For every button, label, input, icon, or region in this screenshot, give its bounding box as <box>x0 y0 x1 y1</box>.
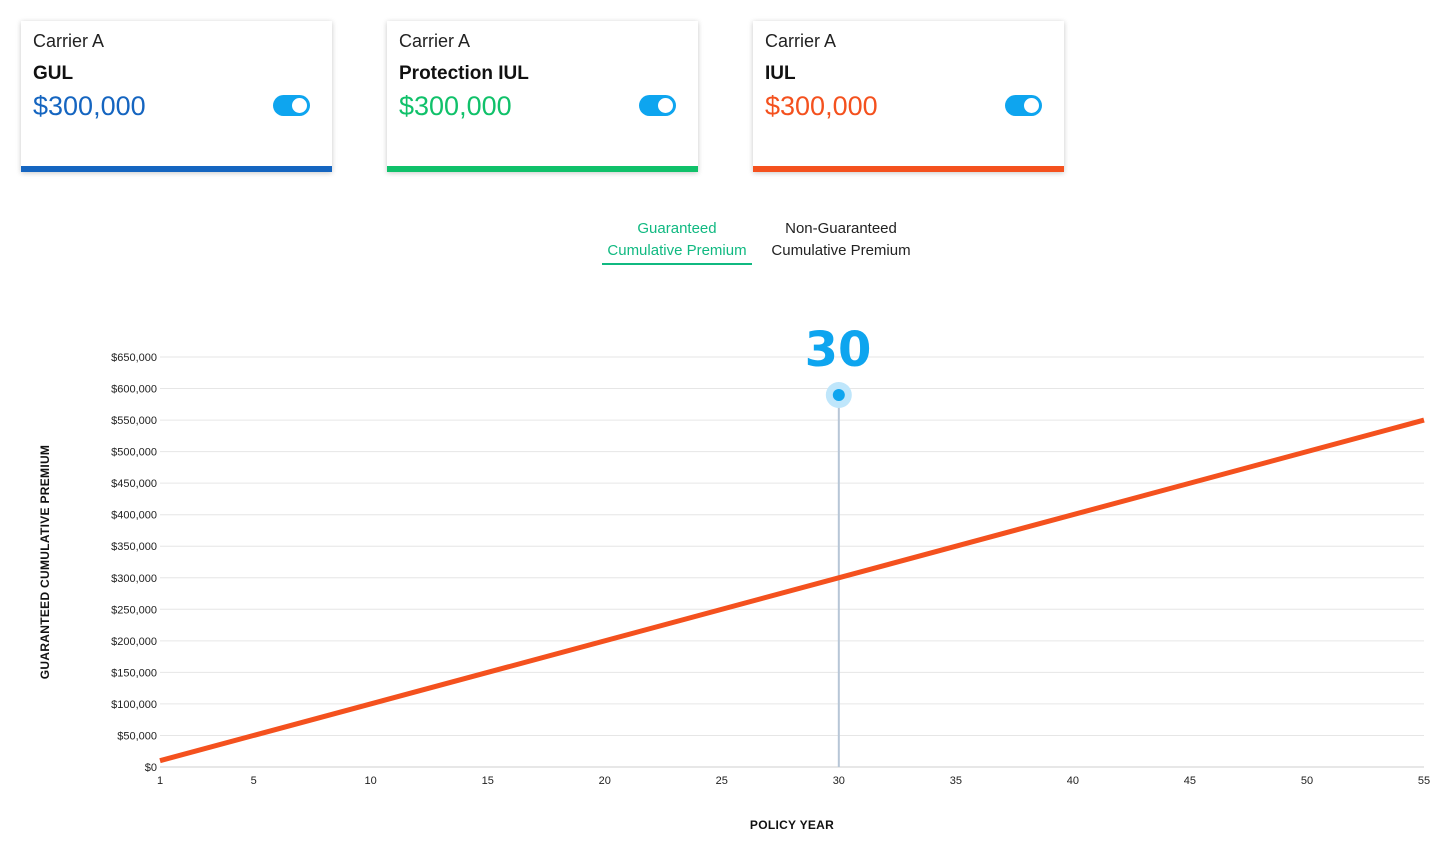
y-tick-label: $0 <box>145 762 157 774</box>
y-tick-label: $250,000 <box>111 604 157 616</box>
tab-label-line2: Cumulative Premium <box>771 242 911 259</box>
tab-guaranteed-cumulative-premium[interactable]: Guaranteed Cumulative Premium <box>602 218 752 265</box>
x-tick-label: 35 <box>950 775 962 787</box>
y-tick-label: $550,000 <box>111 415 157 427</box>
x-tick-label: 45 <box>1184 775 1196 787</box>
policy-card-iul[interactable]: Carrier A IUL $300,000 <box>753 21 1064 172</box>
y-tick-label: $100,000 <box>111 699 157 711</box>
card-toggle[interactable] <box>639 95 676 116</box>
y-tick-label: $600,000 <box>111 384 157 396</box>
x-tick-label: 10 <box>365 775 377 787</box>
card-amount: $300,000 <box>399 91 512 121</box>
selected-year-label: 30 <box>804 322 872 378</box>
y-tick-label: $500,000 <box>111 447 157 459</box>
card-carrier-name: Carrier A <box>399 31 471 51</box>
policy-card-gul[interactable]: Carrier A GUL $300,000 <box>21 21 332 172</box>
x-tick-label: 20 <box>599 775 611 787</box>
toggle-knob <box>658 98 673 113</box>
x-tick-label: 5 <box>251 775 257 787</box>
series-line <box>159 417 1425 764</box>
x-tick-label: 50 <box>1301 775 1313 787</box>
x-tick-label: 40 <box>1067 775 1079 787</box>
card-carrier-name: Carrier A <box>33 31 105 51</box>
y-tick-label: $400,000 <box>111 510 157 522</box>
toggle-knob <box>1024 98 1039 113</box>
x-tick-label: 25 <box>716 775 728 787</box>
y-tick-label: $150,000 <box>111 667 157 679</box>
y-tick-label: $50,000 <box>117 730 157 742</box>
y-tick-label: $350,000 <box>111 541 157 553</box>
x-tick-label: 55 <box>1418 775 1430 787</box>
card-product-name: GUL <box>33 63 74 84</box>
y-tick-label: $650,000 <box>111 352 157 364</box>
x-axis-label: POLICY YEAR <box>749 818 835 832</box>
card-amount: $300,000 <box>765 91 878 121</box>
toggle-knob <box>292 98 307 113</box>
card-color-bar <box>753 166 1064 172</box>
y-tick-label: $450,000 <box>111 478 157 490</box>
card-color-bar <box>21 166 332 172</box>
tab-label-line1: Guaranteed <box>637 220 717 237</box>
x-tick-label: 1 <box>157 775 163 787</box>
x-tick-label: 15 <box>482 775 494 787</box>
card-carrier-name: Carrier A <box>765 31 837 51</box>
policy-card-protection-iul[interactable]: Carrier A Protection IUL $300,000 <box>387 21 698 172</box>
card-color-bar <box>387 166 698 172</box>
card-product-name: IUL <box>765 63 796 84</box>
tab-non-guaranteed-cumulative-premium[interactable]: Non-Guaranteed Cumulative Premium <box>766 218 916 262</box>
card-toggle[interactable] <box>1005 95 1042 116</box>
y-tick-label: $200,000 <box>111 636 157 648</box>
tab-label-line2: Cumulative Premium <box>607 242 747 259</box>
x-tick-label: 30 <box>833 775 845 787</box>
selected-year-handle[interactable] <box>832 389 845 401</box>
card-amount: $300,000 <box>33 91 146 121</box>
card-product-name: Protection IUL <box>399 63 529 84</box>
y-axis-label: GUARANTEED CUMULATIVE PREMIUM <box>38 444 52 680</box>
tab-label-line1: Non-Guaranteed <box>785 220 897 237</box>
card-toggle[interactable] <box>273 95 310 116</box>
y-tick-label: $300,000 <box>111 573 157 585</box>
